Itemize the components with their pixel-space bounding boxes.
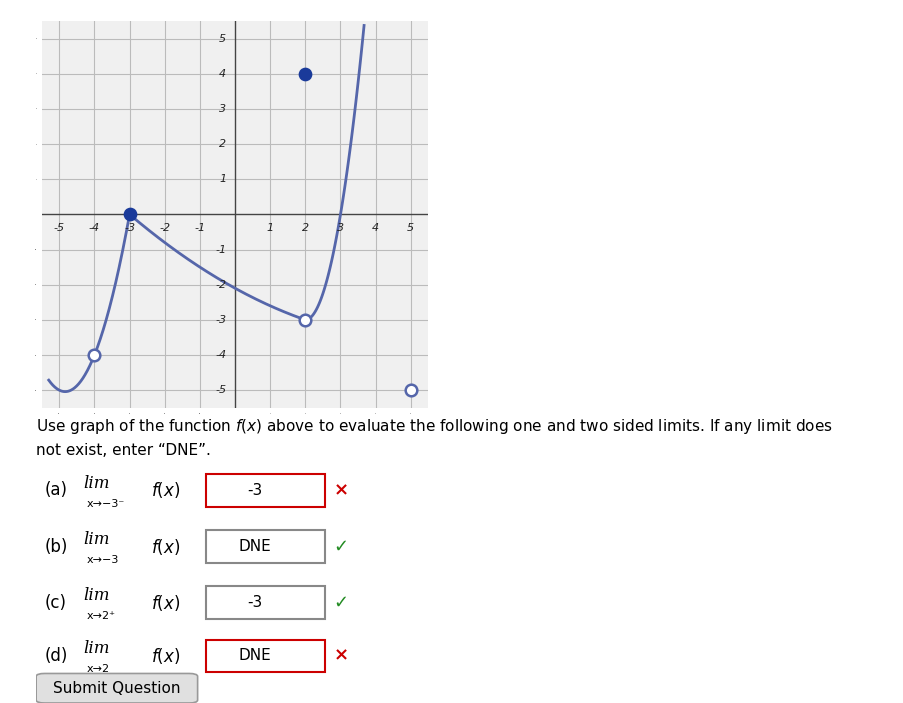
Text: 5: 5 (406, 224, 414, 233)
Text: 3: 3 (337, 224, 344, 233)
Text: -2: -2 (159, 224, 170, 233)
Text: (b): (b) (44, 538, 68, 555)
Text: -4: -4 (88, 224, 100, 233)
Text: ✓: ✓ (333, 538, 349, 555)
Point (298, 68, 312, 79)
Text: -3: -3 (247, 595, 262, 610)
Point (403, 385, 417, 396)
Text: lim: lim (83, 587, 109, 604)
Text: 1: 1 (219, 174, 226, 184)
Point (298, 314, 312, 325)
Text: 2: 2 (219, 139, 226, 149)
Text: x→−3: x→−3 (87, 555, 119, 565)
Text: -5: -5 (215, 385, 226, 395)
FancyBboxPatch shape (206, 475, 325, 507)
Text: DNE: DNE (237, 648, 271, 663)
Text: $f(x)$: $f(x)$ (151, 536, 180, 557)
Text: x→2: x→2 (87, 664, 110, 674)
Text: $f(x)$: $f(x)$ (151, 646, 180, 666)
Text: x→−3⁻: x→−3⁻ (87, 498, 126, 509)
Text: -2: -2 (215, 280, 226, 290)
Text: Submit Question: Submit Question (53, 681, 181, 696)
Text: -3: -3 (215, 315, 226, 325)
Text: Use graph of the function $f(x)$ above to evaluate the following one and two sid: Use graph of the function $f(x)$ above t… (36, 417, 832, 436)
Text: ✓: ✓ (333, 593, 349, 612)
Text: 1: 1 (266, 224, 274, 233)
Text: -1: -1 (215, 245, 226, 254)
Text: (d): (d) (44, 647, 68, 665)
Text: DNE: DNE (237, 539, 271, 554)
Text: 4: 4 (372, 224, 378, 233)
Text: ×: × (333, 482, 349, 499)
Text: lim: lim (83, 640, 109, 657)
Text: ×: × (333, 647, 349, 665)
Text: -3: -3 (124, 224, 135, 233)
FancyBboxPatch shape (206, 640, 325, 672)
Text: 2: 2 (302, 224, 309, 233)
Text: lim: lim (83, 475, 109, 491)
Text: -4: -4 (215, 350, 226, 360)
Text: -3: -3 (247, 483, 262, 498)
Text: (c): (c) (44, 593, 67, 612)
Text: not exist, enter “DNE”.: not exist, enter “DNE”. (36, 443, 210, 458)
Point (87, 349, 101, 361)
Text: $f(x)$: $f(x)$ (151, 593, 180, 612)
Text: -5: -5 (53, 224, 65, 233)
Text: $f(x)$: $f(x)$ (151, 480, 180, 501)
FancyBboxPatch shape (36, 673, 198, 703)
Text: -1: -1 (194, 224, 205, 233)
Point (122, 209, 136, 220)
FancyBboxPatch shape (206, 586, 325, 619)
Text: (a): (a) (44, 482, 68, 499)
Text: 4: 4 (219, 69, 226, 79)
Text: x→2⁺: x→2⁺ (87, 611, 116, 621)
FancyBboxPatch shape (206, 530, 325, 562)
Text: lim: lim (83, 531, 109, 548)
Text: 5: 5 (219, 34, 226, 44)
Text: 3: 3 (219, 104, 226, 114)
